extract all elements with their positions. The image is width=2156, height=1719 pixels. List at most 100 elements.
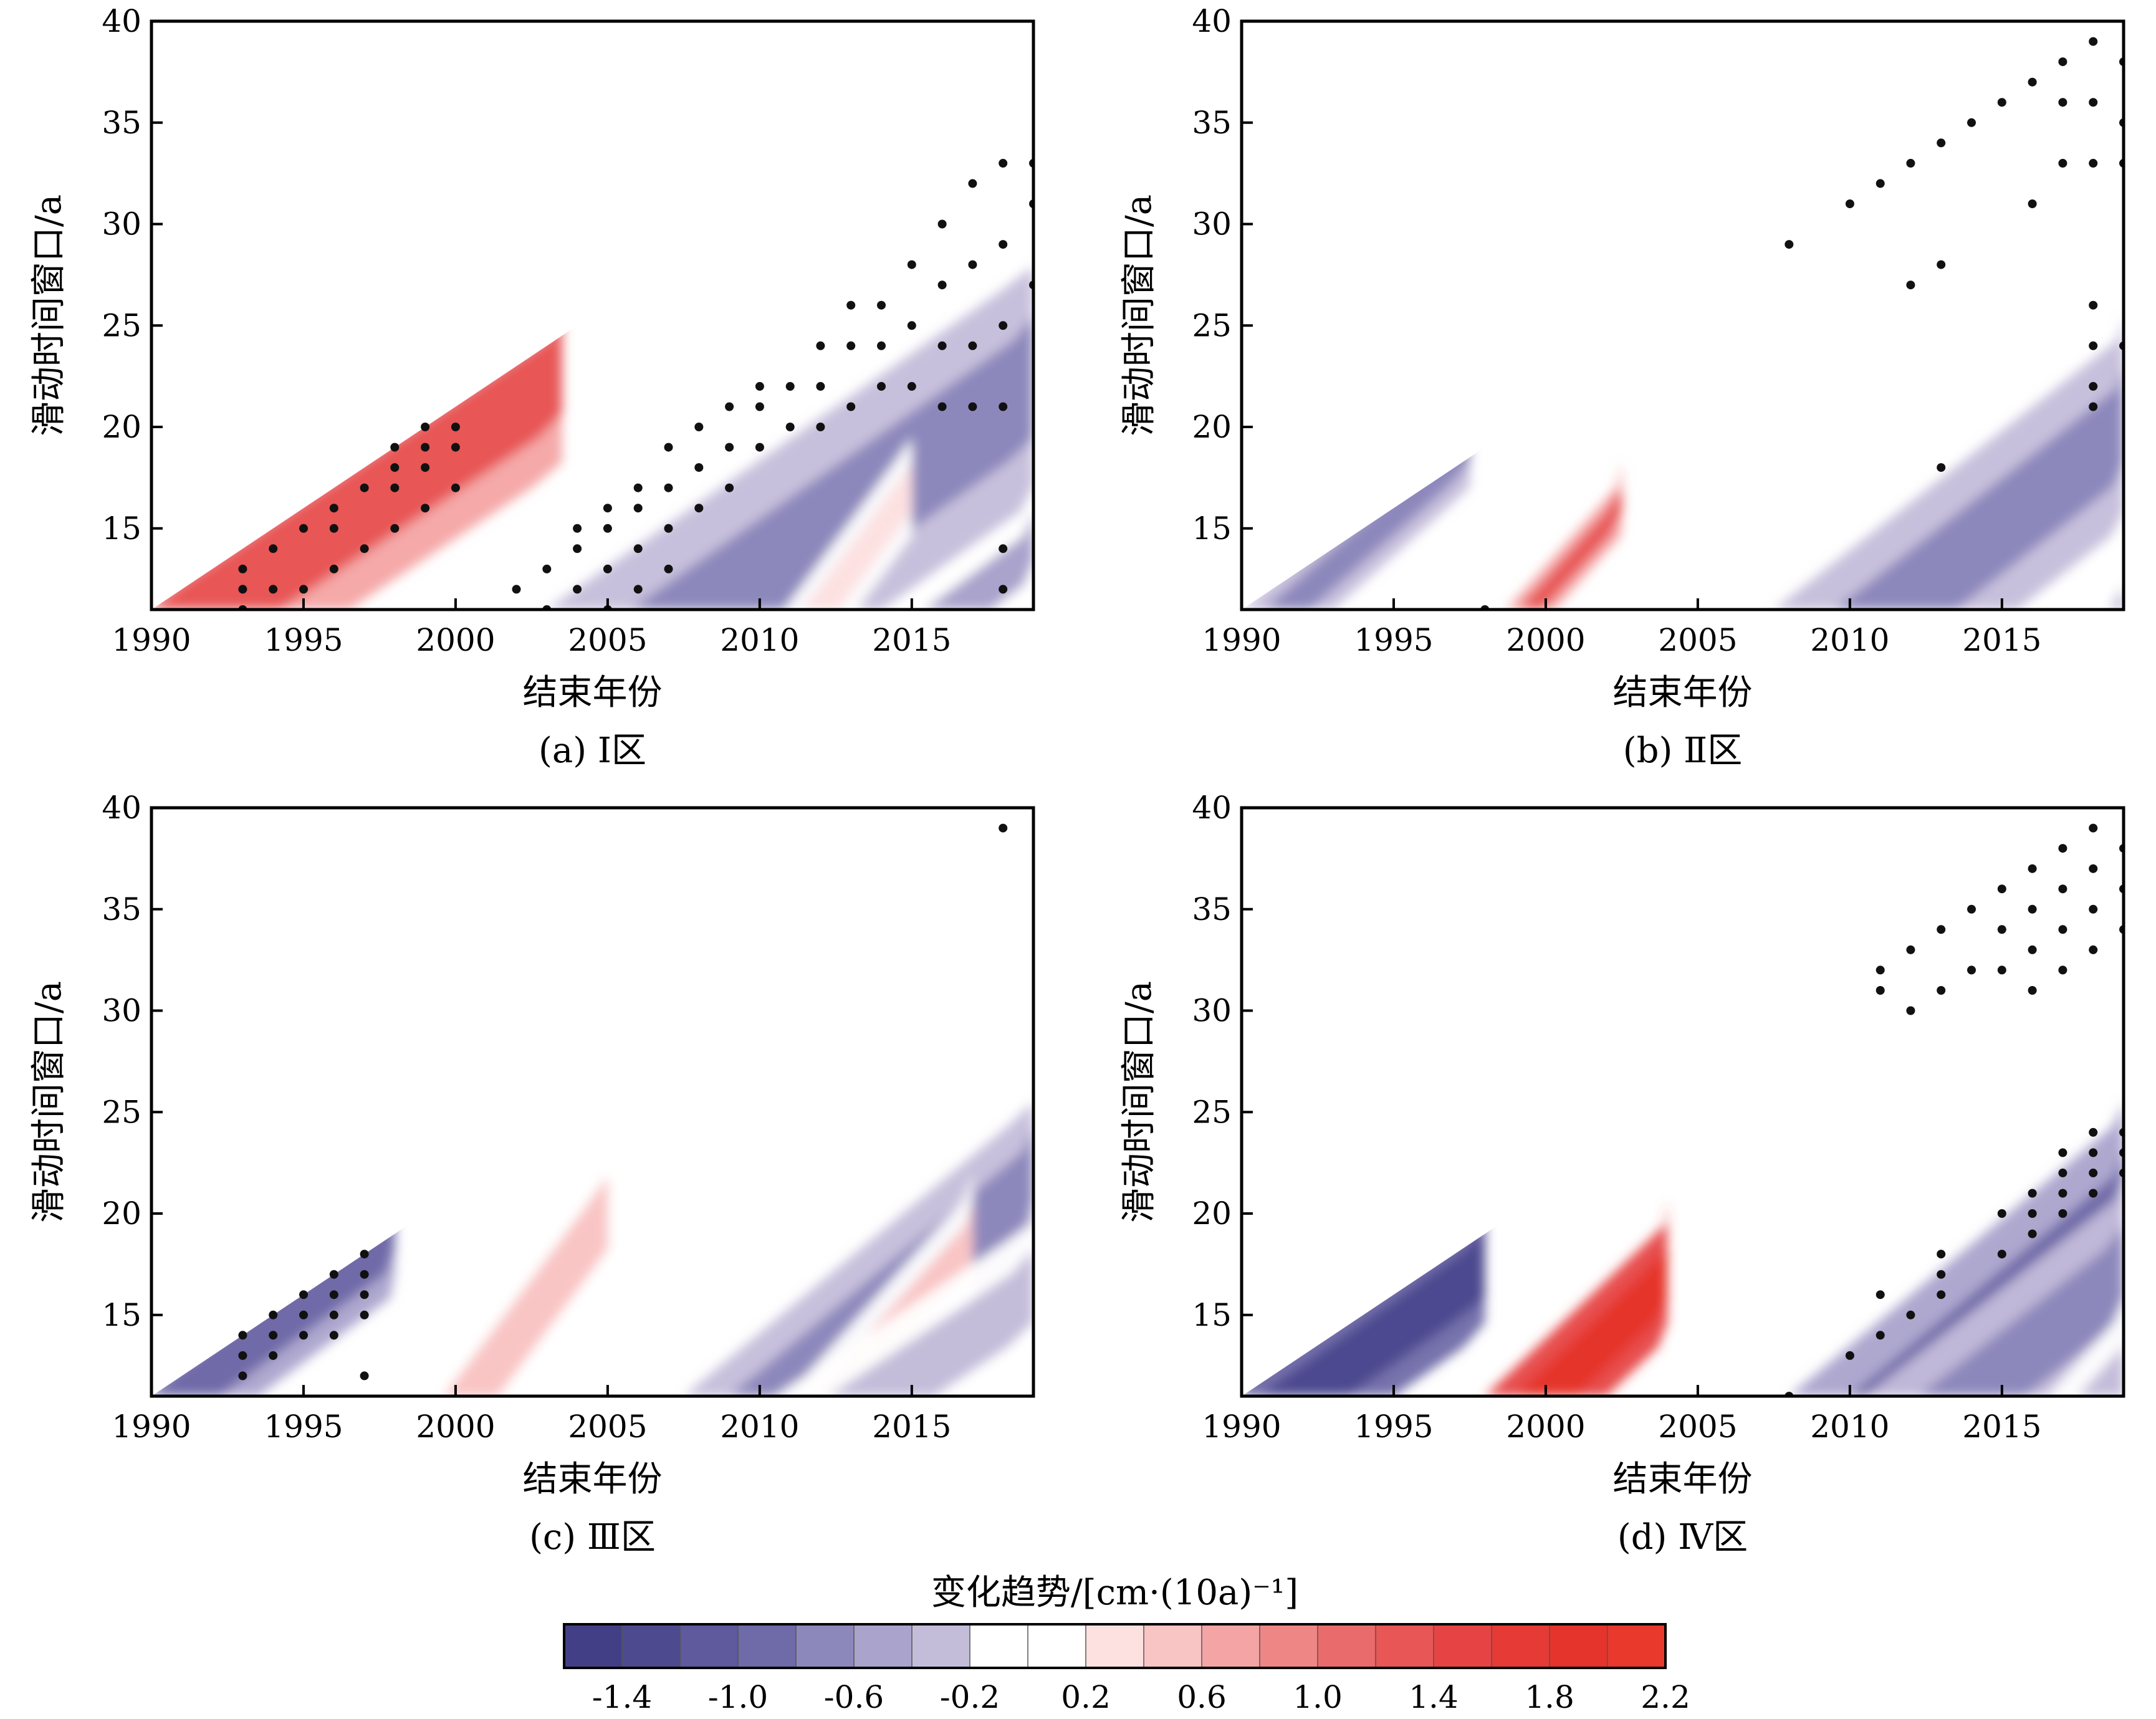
- significance-dot: [785, 423, 795, 431]
- colorbar-swatch: [912, 1624, 970, 1668]
- significance-dot: [664, 443, 673, 452]
- significance-dot: [755, 402, 764, 411]
- significance-dot: [390, 524, 400, 533]
- colorbar-tick-label: 0.2: [1061, 1679, 1111, 1715]
- y-tick-label: 35: [102, 105, 141, 141]
- colorbar-swatch: [1086, 1624, 1144, 1668]
- y-axis-title: 滑动时间窗口/a: [1119, 194, 1159, 436]
- significance-dot: [907, 321, 916, 330]
- x-tick-label: 1990: [112, 622, 191, 658]
- significance-dot: [269, 544, 278, 553]
- trend-band-4: [783, 21, 912, 610]
- significance-dot: [421, 504, 430, 513]
- significance-dot: [755, 443, 764, 452]
- y-axis-title: 滑动时间窗口/a: [29, 981, 69, 1223]
- x-tick-label: 1995: [1354, 622, 1433, 658]
- significance-dot: [1845, 1351, 1854, 1360]
- y-tick-label: 30: [1192, 993, 1232, 1029]
- significance-dot: [2089, 904, 2098, 914]
- significance-dot: [2058, 884, 2067, 894]
- significance-dot: [1906, 1310, 1915, 1319]
- significance-dot: [603, 504, 612, 513]
- significance-dot: [968, 402, 977, 411]
- plot-frame: [1240, 19, 2125, 611]
- significance-dot: [2028, 986, 2037, 995]
- x-tick-label: 2005: [1658, 1409, 1737, 1445]
- y-tick-label: 30: [102, 993, 141, 1029]
- y-tick-label: 15: [102, 1297, 141, 1333]
- significance-dot: [999, 544, 1008, 553]
- significance-dot: [1967, 904, 1976, 914]
- significance-dot: [2089, 402, 2098, 411]
- y-tick-label: 40: [1192, 790, 1232, 826]
- significance-dot: [238, 585, 247, 594]
- significance-dot: [2089, 1189, 2098, 1198]
- trend-band-2: [1485, 808, 1668, 1396]
- significance-dot: [999, 158, 1008, 168]
- y-tick-label: 35: [1192, 105, 1232, 141]
- significance-dot: [2058, 1148, 2067, 1157]
- significance-dot: [360, 544, 369, 553]
- significance-dot: [2089, 1128, 2098, 1137]
- significance-dot: [725, 443, 734, 452]
- trend-band-core-1: [151, 21, 562, 610]
- significance-dot: [877, 341, 886, 350]
- significance-dot: [1876, 1331, 1885, 1340]
- colorbar-swatch: [970, 1624, 1028, 1668]
- x-tick-label: 2010: [1810, 622, 1889, 658]
- x-axis-title: 结束年份: [1613, 673, 1753, 713]
- significance-dot: [2028, 199, 2037, 208]
- colorbar-swatch: [1202, 1624, 1260, 1668]
- colorbar-swatch: [738, 1624, 797, 1668]
- significance-dot: [1876, 1290, 1885, 1300]
- panel-3: 1990 1995 2000 2005 2010 2015 15 20 25 30 35 40 结束年份…: [29, 790, 1035, 1558]
- x-tick-label: 1995: [264, 1409, 343, 1445]
- significance-dot: [1997, 965, 2006, 975]
- significance-dot: [2028, 1209, 2037, 1218]
- significance-dot: [2089, 300, 2098, 310]
- significance-dot: [1785, 240, 1794, 249]
- colorbar-swatch: [564, 1624, 623, 1668]
- panel-label: (a) Ⅰ区: [539, 730, 646, 771]
- significance-dot: [603, 564, 612, 573]
- significance-dot: [1937, 1290, 1946, 1300]
- significance-dot: [238, 1371, 247, 1381]
- significance-dot: [1967, 118, 1976, 127]
- colorbar-swatch: [680, 1624, 739, 1668]
- y-axis-title: 滑动时间窗口/a: [29, 194, 69, 436]
- significance-dot: [2058, 844, 2067, 853]
- significance-dot: [421, 443, 430, 452]
- y-tick-label: 40: [102, 3, 141, 39]
- significance-dot: [390, 483, 400, 492]
- significance-dot: [238, 564, 247, 573]
- significance-dot: [451, 443, 460, 452]
- colorbar-tick-label: 1.8: [1525, 1679, 1574, 1715]
- significance-dot: [2089, 158, 2098, 168]
- colorbar-swatch: [854, 1624, 913, 1668]
- significance-dot: [2028, 864, 2037, 873]
- x-tick-label: 2000: [1506, 622, 1585, 658]
- significance-dot: [2028, 945, 2037, 954]
- significance-dot: [877, 381, 886, 391]
- colorbar-swatch: [1376, 1624, 1434, 1668]
- significance-dot: [907, 381, 916, 391]
- y-tick-label: 40: [102, 790, 141, 826]
- trend-field: [1242, 808, 2124, 1396]
- significance-dot: [1997, 1209, 2006, 1218]
- significance-dot: [664, 564, 673, 573]
- colorbar-tick-label: -0.6: [824, 1679, 884, 1715]
- significance-dot: [2089, 37, 2098, 46]
- y-tick-label: 25: [1192, 307, 1232, 343]
- significance-dot: [1876, 179, 1885, 188]
- significance-dot: [937, 280, 947, 290]
- y-tick-label: 30: [1192, 206, 1232, 242]
- significance-dot: [937, 219, 947, 229]
- significance-dot: [1876, 986, 1885, 995]
- significance-dot: [2089, 945, 2098, 954]
- significance-dot: [785, 381, 795, 391]
- undefined-region: [1242, 21, 2124, 610]
- x-tick-label: 1995: [1354, 1409, 1433, 1445]
- significance-dot: [421, 463, 430, 472]
- significance-dot: [968, 341, 977, 350]
- significance-dot: [937, 341, 947, 350]
